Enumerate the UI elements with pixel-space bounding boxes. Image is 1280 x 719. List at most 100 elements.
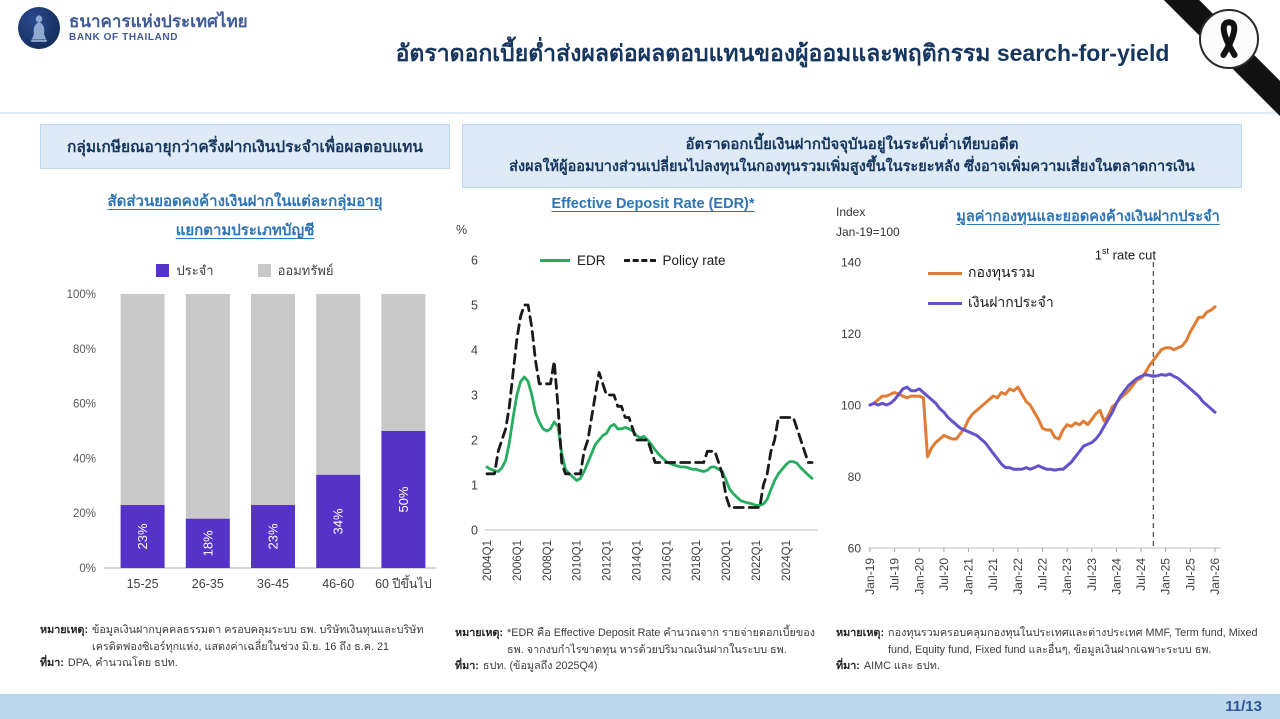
- header-divider: [0, 112, 1280, 114]
- left-footnote: หมายเหตุ: ข้อมูลเงินฝากบุคคลธรรมดา ครอบค…: [40, 622, 442, 672]
- funds-chart-title: มูลค่ากองทุนและยอดคงค้างเงินฝากประจำ: [956, 209, 1220, 225]
- svg-text:2022Q1: 2022Q1: [751, 540, 763, 581]
- svg-text:2: 2: [471, 434, 478, 448]
- left-note-label: หมายเหตุ:: [40, 624, 89, 636]
- legend-item-fixed-deposit: ประจำ: [156, 260, 214, 281]
- edr-source-text: ธปท. (ข้อมูลถึง 2025Q4): [482, 660, 598, 673]
- legend-item-edr: EDR: [540, 253, 606, 268]
- bank-name-thai: ธนาคารแห่งประเทศไทย: [69, 12, 248, 32]
- svg-text:Jul-20: Jul-20: [937, 558, 951, 591]
- svg-text:2008Q1: 2008Q1: [542, 540, 554, 581]
- funds-source-label: ที่มา:: [836, 660, 860, 673]
- svg-text:60%: 60%: [73, 398, 96, 410]
- svg-text:Jul-24: Jul-24: [1134, 558, 1148, 591]
- bot-logo-block: ธนาคารแห่งประเทศไทย BANK OF THAILAND: [18, 7, 248, 49]
- funds-index-axis-label: Index Jan-19=100: [836, 202, 900, 243]
- svg-text:40%: 40%: [73, 453, 96, 465]
- bank-name-english: BANK OF THAILAND: [69, 32, 179, 44]
- legend-item-mutual-funds: กองทุนรวม: [928, 262, 1054, 284]
- black-ribbon-icon: [1220, 19, 1238, 58]
- ribbon-badge: [1199, 9, 1259, 69]
- bar-chart-title-line2: แยกตามประเภทบัญชี: [175, 222, 315, 240]
- policy-rate-line-swatch: [623, 259, 656, 262]
- funds-index-label-line2: Jan-19=100: [836, 225, 900, 240]
- funds-line-chart: 60 80 100 120 140 Jan-19 Jul-19 Jan-20 Jul-20 Jan…: [841, 256, 1222, 595]
- edr-line-swatch: [540, 259, 570, 262]
- svg-text:120: 120: [841, 327, 861, 341]
- svg-text:5: 5: [471, 299, 478, 313]
- funds-note-label: หมายเหตุ:: [836, 627, 885, 639]
- left-source-label: ที่มา:: [40, 657, 64, 670]
- left-panel-headline: กลุ่มเกษียณอายุกว่าครึ่งฝากเงินประจำเพื่…: [40, 124, 450, 169]
- svg-text:34%: 34%: [331, 507, 346, 533]
- left-panel: กลุ่มเกษียณอายุกว่าครึ่งฝากเงินประจำเพื่…: [40, 124, 450, 606]
- svg-text:4: 4: [471, 344, 478, 358]
- legend-item-fixed-deposits: เงินฝากประจำ: [928, 292, 1054, 314]
- svg-text:60 ปีขึ้นไป: 60 ปีขึ้นไป: [375, 574, 432, 591]
- svg-text:20%: 20%: [73, 508, 96, 520]
- svg-text:Jan-20: Jan-20: [912, 558, 926, 595]
- svg-text:36-45: 36-45: [257, 577, 289, 591]
- svg-text:0%: 0%: [79, 563, 96, 575]
- svg-text:23%: 23%: [266, 523, 281, 549]
- svg-text:6: 6: [471, 254, 478, 268]
- funds-note-text: กองทุนรวมครอบคลุมกองทุนในประเทศและต่างปร…: [888, 627, 1258, 656]
- svg-text:15-25: 15-25: [127, 577, 159, 591]
- legend-label-mutual-funds: กองทุนรวม: [968, 264, 1036, 280]
- svg-text:26-35: 26-35: [192, 577, 224, 591]
- svg-text:3: 3: [471, 389, 478, 403]
- svg-text:100%: 100%: [67, 289, 96, 301]
- funds-legend: กองทุนรวม เงินฝากประจำ: [928, 262, 1054, 322]
- svg-text:2014Q1: 2014Q1: [631, 540, 643, 581]
- svg-text:2010Q1: 2010Q1: [572, 540, 584, 581]
- svg-text:2006Q1: 2006Q1: [512, 540, 524, 581]
- svg-text:0: 0: [471, 524, 478, 538]
- svg-text:60: 60: [848, 542, 862, 556]
- edr-legend: EDR Policy rate: [540, 253, 726, 268]
- edr-note-text: *EDR คือ Effective Deposit Rate คำนวณจาก…: [507, 627, 815, 656]
- svg-text:50%: 50%: [396, 486, 411, 512]
- right-panel-headline: อัตราดอกเบี้ยเงินฝากปัจจุบันอยู่ในระดับต…: [462, 124, 1242, 188]
- svg-text:2012Q1: 2012Q1: [602, 540, 614, 581]
- svg-text:2024Q1: 2024Q1: [781, 540, 793, 581]
- edr-note-label: หมายเหตุ:: [455, 627, 504, 639]
- deposit-share-bar-chart: 0% 20% 40% 60% 80% 100% 23% 15-25 18% 26-35 23% 36-…: [67, 289, 436, 591]
- edr-line-chart: 0 1 2 3 4 5 6 2004Q1 2006Q1 2008Q1 2010Q1 2012Q1 201…: [471, 254, 818, 581]
- svg-text:Jan-26: Jan-26: [1208, 558, 1222, 595]
- right-headline-line2: ส่งผลให้ผู้ออมบางส่วนเปลี่ยนไปลงทุนในกอง…: [509, 159, 1195, 176]
- mutual-funds-line-swatch: [928, 271, 962, 275]
- svg-text:Jan-23: Jan-23: [1060, 558, 1074, 595]
- funds-panel: Index Jan-19=100 มูลค่ากองทุนและยอดคงค้า…: [836, 196, 1264, 616]
- funds-index-label-line1: Index: [836, 205, 866, 219]
- svg-text:1: 1: [471, 479, 478, 493]
- edr-source-label: ที่มา:: [455, 660, 479, 673]
- svg-text:Jan-24: Jan-24: [1109, 558, 1123, 595]
- svg-text:Jan-22: Jan-22: [1011, 558, 1025, 595]
- svg-text:2018Q1: 2018Q1: [691, 540, 703, 581]
- fixed-deposits-line-swatch: [928, 301, 962, 305]
- svg-text:Jul-23: Jul-23: [1085, 558, 1099, 591]
- svg-text:23%: 23%: [135, 523, 150, 549]
- svg-text:80%: 80%: [73, 343, 96, 355]
- svg-text:Jan-21: Jan-21: [962, 558, 976, 595]
- slide-title: อัตราดอกเบี้ยต่ำส่งผลต่อผลตอบแทนของผู้ออ…: [395, 40, 1170, 66]
- svg-text:80: 80: [848, 470, 862, 484]
- svg-text:46-60: 46-60: [322, 577, 354, 591]
- first-rate-cut-annotation: 1st rate cut: [1094, 246, 1156, 263]
- bar-chart-title: สัดส่วนยอดคงค้างเงินฝากในแต่ละกลุ่มอายุ …: [40, 187, 450, 246]
- legend-item-policy-rate: Policy rate: [623, 253, 726, 268]
- edr-panel: Effective Deposit Rate (EDR)* % EDR Poli…: [452, 196, 830, 616]
- right-headline-line1: อัตราดอกเบี้ยเงินฝากปัจจุบันอยู่ในระดับต…: [685, 136, 1019, 153]
- left-note-text: ข้อมูลเงินฝากบุคคลธรรมดา ครอบคลุมระบบ ธพ…: [92, 624, 424, 653]
- svg-text:Jul-22: Jul-22: [1036, 558, 1050, 591]
- savings-swatch: [257, 263, 271, 277]
- edr-chart-title: Effective Deposit Rate (EDR)*: [551, 196, 755, 212]
- svg-text:2016Q1: 2016Q1: [661, 540, 673, 581]
- bar-chart-title-line1: สัดส่วนยอดคงค้างเงินฝากในแต่ละกลุ่มอายุ: [107, 193, 383, 210]
- svg-text:Jan-25: Jan-25: [1159, 558, 1173, 595]
- svg-text:Jul-25: Jul-25: [1183, 558, 1197, 591]
- svg-text:2020Q1: 2020Q1: [721, 540, 733, 581]
- page-number: 11/13: [1225, 698, 1262, 715]
- funds-footnote: หมายเหตุ: กองทุนรวมครอบคลุมกองทุนในประเท…: [836, 625, 1268, 675]
